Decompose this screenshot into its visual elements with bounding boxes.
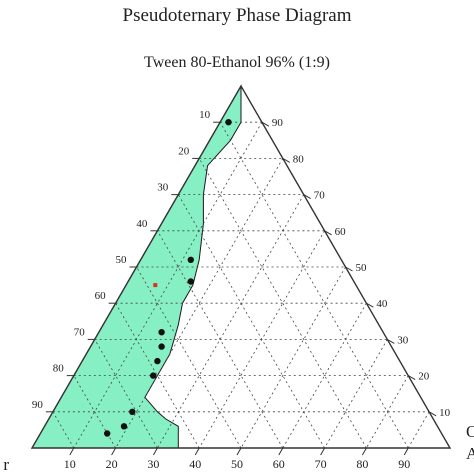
tick-label-right: 90 xyxy=(272,117,284,129)
tick-label-bottom: 40 xyxy=(189,457,201,471)
grid-line xyxy=(407,411,430,449)
data-point xyxy=(158,329,165,336)
data-point xyxy=(150,372,157,379)
tick-mark xyxy=(261,121,270,127)
tick-label-bottom: 20 xyxy=(106,457,118,471)
tick-mark xyxy=(324,230,332,236)
grid-line xyxy=(219,121,409,449)
tick-label-right: 20 xyxy=(418,371,430,383)
tick-mark xyxy=(366,302,374,308)
chart-title: Pseudoternary Phase Diagram xyxy=(122,5,352,26)
tick-label-left: 10 xyxy=(199,109,211,121)
tick-mark xyxy=(407,375,416,381)
tick-mark xyxy=(387,338,395,344)
tick-label-left: 30 xyxy=(157,182,169,194)
tick-label-right: 40 xyxy=(376,298,388,310)
grid-line xyxy=(157,194,305,449)
tick-label-bottom: 70 xyxy=(315,457,327,471)
data-point xyxy=(104,430,111,437)
tick-mark xyxy=(194,447,200,456)
grid-line xyxy=(198,158,367,449)
grid-line xyxy=(115,158,284,449)
apex-label-left: r xyxy=(3,455,9,474)
tick-mark xyxy=(403,447,409,456)
tick-label-bottom: 50 xyxy=(231,457,243,471)
tick-mark xyxy=(278,447,284,456)
grid-line xyxy=(157,230,284,449)
apex-label-right-bottom: A xyxy=(466,444,474,463)
data-point xyxy=(158,343,165,350)
data-point xyxy=(225,119,232,126)
grid-line xyxy=(73,375,116,449)
tick-mark xyxy=(111,447,117,456)
tick-mark xyxy=(282,157,291,163)
tick-label-right: 60 xyxy=(335,226,347,238)
tick-label-bottom: 10 xyxy=(64,457,76,471)
tick-label-left: 90 xyxy=(32,399,44,411)
apex-label-right-top: O xyxy=(466,422,474,441)
highlight-point xyxy=(153,283,158,288)
tick-mark xyxy=(236,447,242,456)
tick-mark xyxy=(361,447,367,456)
tick-label-bottom: 60 xyxy=(273,457,285,471)
grid-line xyxy=(73,121,263,449)
tick-label-left: 60 xyxy=(95,290,107,302)
data-point xyxy=(187,256,194,263)
tick-label-right: 50 xyxy=(356,262,368,274)
tick-label-left: 20 xyxy=(178,145,190,157)
tick-mark xyxy=(69,447,75,456)
grid-line xyxy=(366,375,409,449)
tick-label-right: 10 xyxy=(439,407,451,419)
grid-line xyxy=(52,411,75,449)
grid-line xyxy=(94,339,158,449)
data-point xyxy=(129,408,136,415)
tick-label-bottom: 90 xyxy=(398,457,410,471)
tick-mark xyxy=(152,447,158,456)
data-point xyxy=(120,423,128,430)
data-point xyxy=(154,357,161,365)
tick-mark xyxy=(345,266,353,272)
tick-label-left: 80 xyxy=(53,363,65,375)
grid-line xyxy=(324,339,388,449)
tick-label-right: 30 xyxy=(397,334,409,346)
tick-label-left: 50 xyxy=(116,254,128,266)
tick-mark xyxy=(320,447,326,456)
grid-line xyxy=(240,266,346,449)
tick-label-bottom: 80 xyxy=(356,457,368,471)
grid-line xyxy=(198,230,325,449)
grid-line xyxy=(177,194,325,449)
tick-label-left: 70 xyxy=(74,326,86,338)
tick-label-left: 40 xyxy=(136,218,148,230)
tick-label-right: 70 xyxy=(314,190,326,202)
tick-label-right: 80 xyxy=(293,153,305,165)
tick-mark xyxy=(428,411,437,417)
data-point xyxy=(187,278,194,285)
chart-subtitle: Tween 80-Ethanol 96% (1:9) xyxy=(144,54,330,71)
tick-mark xyxy=(303,194,311,200)
tick-label-bottom: 30 xyxy=(147,457,159,471)
